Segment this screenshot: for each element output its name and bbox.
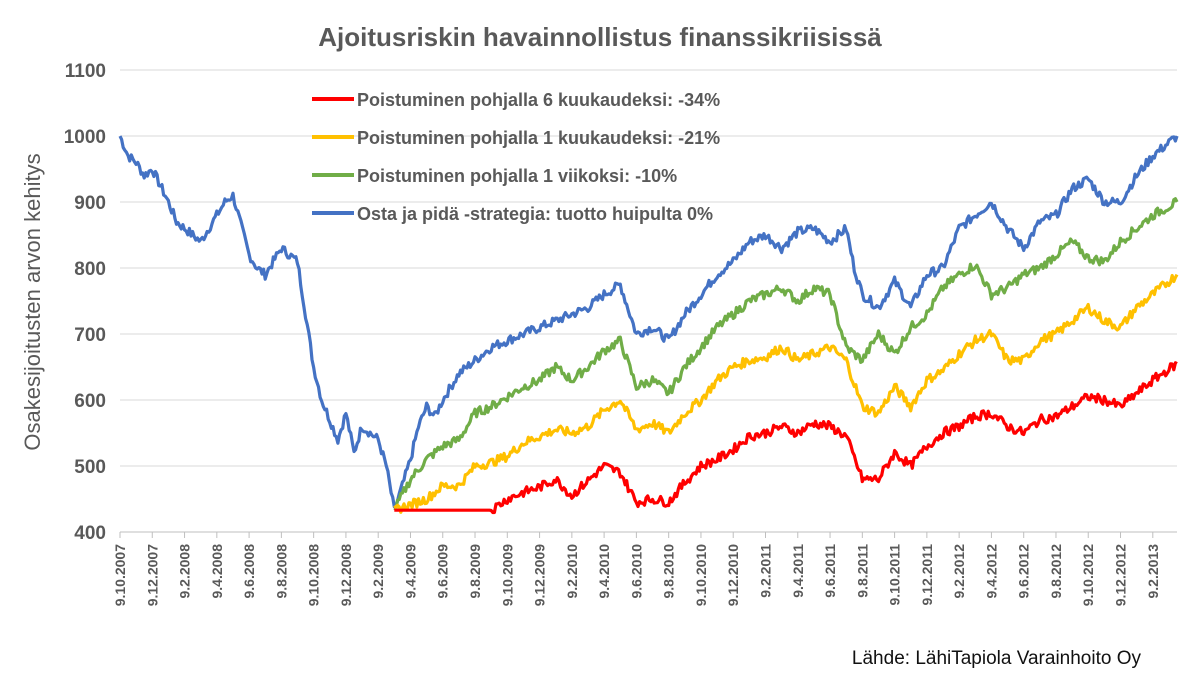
x-tick-label: 9.4.2009: [402, 544, 418, 599]
x-tick-labels: 9.10.2007 9.12.2007 9.2.2008 9.4.2008 9.6.20…: [112, 544, 1161, 607]
y-tick-label: 900: [74, 193, 106, 214]
x-tick-label: 9.4.2011: [790, 544, 806, 598]
y-tick-label: 500: [74, 457, 106, 478]
x-tick-label: 9.2.2012: [951, 544, 967, 599]
x-tick-label: 9.8.2012: [1048, 544, 1064, 599]
x-tick-label: 9.2.2009: [370, 544, 386, 599]
x-tick-label: 9.12.2008: [338, 544, 354, 606]
series-lines: [118, 135, 1179, 515]
y-tick-label: 1000: [64, 127, 106, 148]
legend: Poistuminen pohjalla 6 kuukaudeksi: -34%…: [312, 90, 720, 224]
series-line: [393, 273, 1179, 514]
x-tick-label: 9.10.2012: [1080, 544, 1096, 606]
x-tick-label: 9.2.2013: [1145, 544, 1161, 599]
x-tick-label: 9.6.2008: [241, 544, 257, 599]
y-tick-label: 400: [74, 523, 106, 544]
y-tick-labels: 400 500 600 700 800 900 1000 1100: [64, 61, 106, 544]
y-tick-label: 600: [74, 391, 106, 412]
legend-label: Poistuminen pohjalla 6 kuukaudeksi: -34%: [357, 90, 720, 110]
source-note: Lähde: LähiTapiola Varainhoito Oy: [851, 648, 1141, 669]
series-line: [394, 361, 1178, 515]
x-tick-label: 9.12.2010: [725, 544, 741, 606]
x-tick-label: 9.6.2010: [628, 544, 644, 599]
y-tick-label: 800: [74, 259, 106, 280]
x-tick-label: 9.8.2010: [661, 544, 677, 599]
gridlines: [119, 69, 1177, 538]
x-tick-label: 9.10.2009: [499, 544, 515, 606]
x-tick-label: 9.8.2008: [273, 544, 289, 599]
x-tick-label: 9.4.2010: [596, 544, 612, 599]
x-tick-label: 9.2.2011: [757, 544, 773, 598]
x-tick-label: 9.12.2011: [919, 544, 935, 606]
x-tick-label: 9.12.2012: [1113, 544, 1129, 606]
y-tick-label: 1100: [65, 61, 106, 82]
x-tick-label: 9.10.2008: [306, 544, 322, 606]
x-tick-label: 9.4.2012: [983, 544, 999, 599]
chart-title: Ajoitusriskin havainnollistus finanssikr…: [318, 22, 882, 52]
x-tick-label: 9.12.2007: [144, 544, 160, 606]
legend-label: Osta ja pidä -strategia: tuotto huipulta…: [357, 204, 713, 224]
x-tick-label: 9.2.2010: [564, 544, 580, 599]
legend-label: Poistuminen pohjalla 1 viikoksi: -10%: [357, 166, 677, 186]
y-tick-label: 700: [74, 325, 106, 346]
x-tick-label: 9.4.2008: [209, 544, 225, 599]
x-tick-label: 9.6.2012: [1016, 544, 1032, 599]
legend-label: Poistuminen pohjalla 1 kuukaudeksi: -21%: [357, 128, 720, 148]
x-tick-label: 9.8.2009: [467, 544, 483, 599]
x-tick-label: 9.12.2009: [532, 544, 548, 606]
x-tick-label: 9.2.2008: [177, 544, 193, 599]
x-tick-label: 9.6.2011: [822, 544, 838, 598]
x-tick-label: 9.6.2009: [435, 544, 451, 599]
y-axis-label: Osakesijoitusten arvon kehitys: [20, 153, 45, 450]
series-line: [118, 135, 1179, 509]
x-tick-label: 9.10.2007: [112, 544, 128, 606]
x-tick-label: 9.10.2010: [693, 544, 709, 606]
x-tick-label: 9.10.2011: [887, 544, 903, 606]
series-line: [393, 197, 1179, 511]
x-tick-label: 9.8.2011: [854, 544, 870, 598]
